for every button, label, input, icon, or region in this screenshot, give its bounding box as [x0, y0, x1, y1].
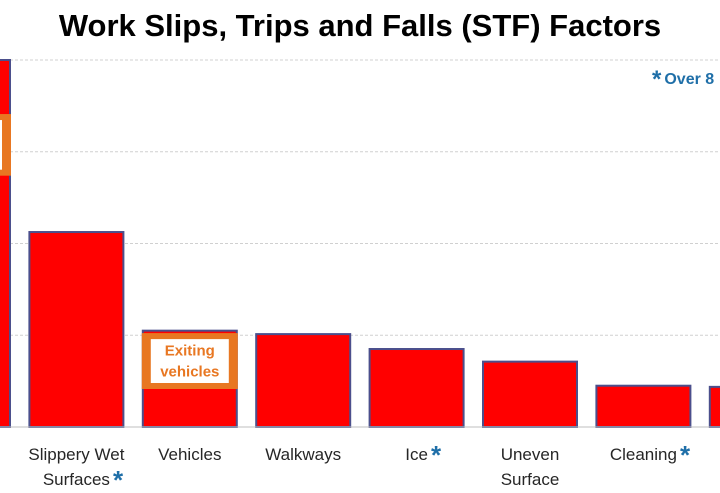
- star-icon: *: [431, 440, 442, 470]
- bar: [368, 348, 465, 429]
- footnote-legend: * Over 8: [652, 66, 714, 94]
- annotation-box: [0, 114, 11, 176]
- bar: [482, 360, 578, 428]
- tick-label: Ice: [405, 445, 428, 464]
- bar: [0, 59, 11, 428]
- bar: [28, 231, 125, 428]
- bar: [708, 385, 720, 428]
- annotation-label: vehicles: [160, 364, 219, 381]
- annotation-label: Exiting: [165, 343, 215, 360]
- footnote-text: Over 8: [664, 71, 715, 88]
- tick-label: Slippery Wet: [28, 445, 124, 464]
- tick-label: Vehicles: [158, 445, 221, 464]
- bar: [595, 384, 692, 428]
- tick-label: Surface: [501, 470, 560, 489]
- annotation-inner: [0, 120, 2, 170]
- tick-label: Surfaces: [43, 470, 110, 489]
- tick-label: Cleaning: [610, 445, 677, 464]
- annotation-inner: [150, 339, 229, 384]
- tick-label: Walkways: [265, 445, 341, 464]
- star-icon: *: [113, 465, 124, 493]
- star-icon: *: [652, 66, 662, 93]
- chart-title: Work Slips, Trips and Falls (STF) Factor…: [58, 8, 662, 43]
- bar: [255, 333, 352, 428]
- star-icon: *: [680, 440, 691, 470]
- tick-label: Uneven: [501, 445, 560, 464]
